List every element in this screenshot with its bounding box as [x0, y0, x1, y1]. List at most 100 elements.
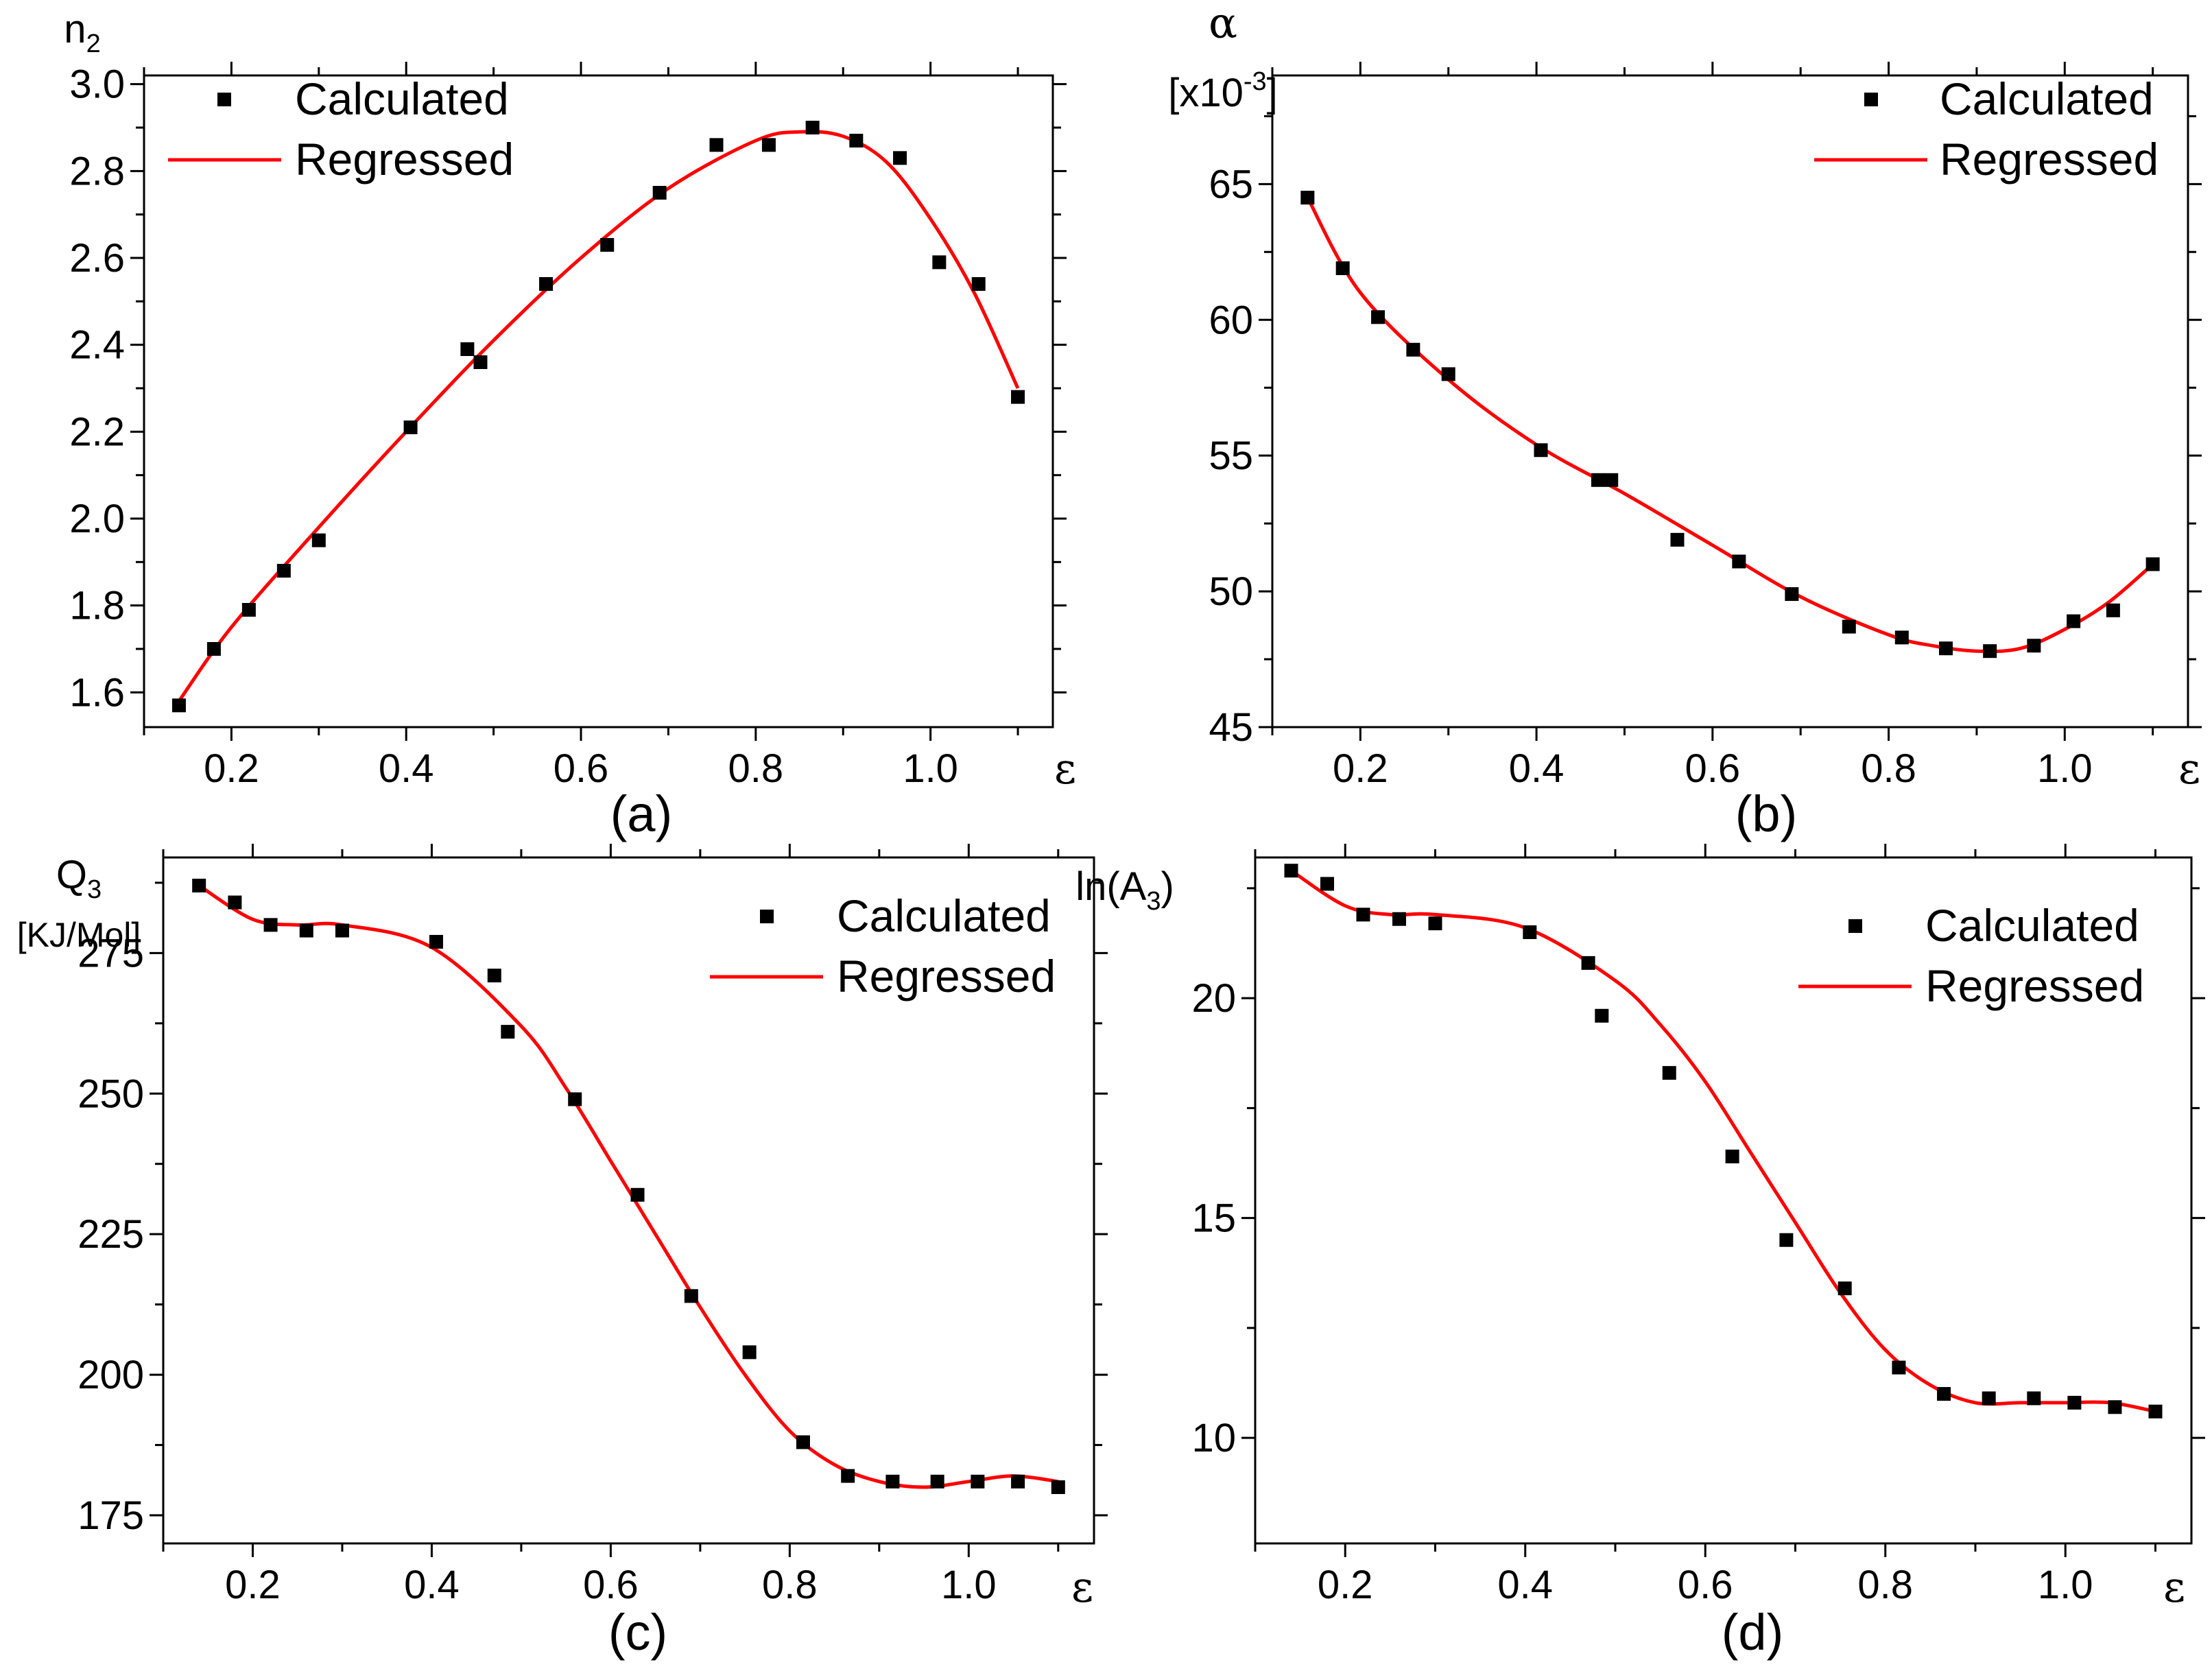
- legend-label-regressed: Regressed: [1940, 134, 2159, 185]
- data-point: [241, 603, 256, 617]
- data-point: [1011, 1474, 1025, 1489]
- data-point: [2067, 614, 2081, 628]
- x-tick-label: 0.8: [762, 1563, 818, 1607]
- legend-label-calculated: Calculated: [295, 73, 509, 124]
- x-tick-label: 1.0: [941, 1563, 997, 1607]
- data-point: [1523, 925, 1537, 939]
- regressed-curve: [1306, 196, 2154, 654]
- data-point: [171, 698, 186, 713]
- data-point: [1842, 619, 1856, 634]
- y-tick-label: 2.0: [69, 497, 125, 541]
- data-point: [1894, 630, 1909, 645]
- panel-b: 0.2 0.4 0.6 0.8 1.0 45 50 55 60 65 ε (b) α [x10-3] Cal…: [1168, 0, 2202, 842]
- data-point: [1604, 473, 1619, 487]
- y-tick-label: 2.4: [69, 323, 125, 368]
- data-point: [932, 255, 947, 270]
- x-axis-title: ε: [2163, 1562, 2185, 1612]
- y-tick-label: 2.8: [69, 149, 125, 193]
- legend-label-calculated: Calculated: [837, 890, 1051, 941]
- y-tick-label: 275: [78, 931, 144, 975]
- data-point: [1591, 473, 1605, 487]
- y-axis-title: ln(A3): [1075, 864, 1174, 916]
- panel-label: (c): [608, 1604, 667, 1661]
- data-point: [2145, 557, 2160, 571]
- data-point: [2067, 1395, 2082, 1410]
- y-tick-label: 1.8: [69, 584, 125, 628]
- legend-label-regressed: Regressed: [1925, 960, 2144, 1011]
- data-point: [263, 918, 278, 932]
- x-tick-label: 0.2: [225, 1563, 281, 1607]
- data-point: [841, 1469, 855, 1483]
- data-point: [1406, 342, 1420, 357]
- y-tick-label: 55: [1209, 434, 1253, 478]
- data-point: [539, 277, 554, 291]
- plot-frame: [162, 856, 1095, 1545]
- data-point: [1581, 956, 1595, 970]
- x-tick-label: 0.4: [379, 746, 434, 791]
- legend: Calculated Regressed: [1798, 900, 2144, 1011]
- data-point: [1011, 390, 1025, 404]
- data-point: [206, 642, 221, 656]
- plot-frame: [1271, 74, 2189, 728]
- y-tick-label: 20: [1191, 976, 1236, 1021]
- data-point: [1938, 641, 1953, 656]
- data-point: [1662, 1066, 1676, 1080]
- y-tick-label: 175: [78, 1493, 144, 1538]
- y-tick-label: 60: [1209, 298, 1253, 342]
- legend-label-regressed: Regressed: [837, 951, 1056, 1002]
- x-tick-label: 0.2: [1318, 1563, 1373, 1607]
- data-point: [630, 1187, 645, 1202]
- data-point: [796, 1435, 810, 1449]
- data-point: [805, 121, 820, 134]
- panel-a: 0.2 0.4 0.6 0.8 1.0 1.6 1.8 2.0 2.2 2.4 2.6 2.8 3.0 ε…: [64, 7, 1076, 842]
- data-point: [1051, 1480, 1065, 1495]
- data-point: [1732, 554, 1746, 569]
- y-tick-label: 3.0: [69, 62, 125, 107]
- data-point: [501, 1025, 515, 1039]
- data-point: [1392, 912, 1406, 926]
- y-axis-title: Q3: [56, 853, 102, 904]
- data-point: [1595, 1008, 1609, 1023]
- data-point: [403, 420, 418, 434]
- data-point: [1785, 587, 1799, 602]
- x-axis-title: ε: [2178, 744, 2200, 794]
- x-tick-label: 0.2: [204, 746, 259, 791]
- y-tick-label: 15: [1191, 1196, 1236, 1241]
- y-tick-label: 45: [1209, 705, 1253, 750]
- data-point: [1779, 1233, 1794, 1247]
- data-point: [1937, 1387, 1951, 1401]
- data-point: [652, 186, 667, 200]
- y-axis-unit: [KJ/Mol]: [17, 916, 141, 954]
- data-point: [885, 1474, 900, 1489]
- data-point: [1371, 310, 1386, 324]
- data-point: [1838, 1281, 1852, 1296]
- panel-label: (d): [1722, 1604, 1783, 1661]
- y-tick-label: 50: [1209, 569, 1253, 614]
- x-tick-label: 0.4: [1509, 746, 1565, 791]
- data-point: [335, 923, 349, 938]
- data-point: [1534, 443, 1548, 458]
- legend-marker-calculated: [217, 93, 231, 106]
- x-tick-label: 1.0: [2037, 746, 2093, 791]
- y-tick-label: 225: [78, 1212, 144, 1257]
- data-point: [1428, 916, 1442, 931]
- data-point: [2108, 1400, 2122, 1414]
- data-point: [709, 138, 724, 152]
- x-tick-label: 1.0: [903, 746, 958, 791]
- data-point: [600, 238, 615, 252]
- legend: Calculated Regressed: [168, 73, 514, 185]
- data-point: [568, 1092, 582, 1106]
- panel-label: (b): [1735, 785, 1797, 842]
- x-tick-label: 0.8: [728, 746, 784, 791]
- data-point: [1983, 644, 1997, 659]
- x-axis-title: ε: [1054, 744, 1076, 794]
- data-point: [487, 969, 501, 983]
- data-point: [1320, 877, 1334, 891]
- data-point: [228, 895, 242, 910]
- data-point: [893, 151, 907, 165]
- data-point: [311, 533, 326, 547]
- data-point: [2148, 1404, 2163, 1419]
- x-tick-label: 0.8: [1861, 746, 1916, 791]
- y-axis-title: n2: [64, 7, 100, 58]
- legend: Calculated Regressed: [1814, 73, 2159, 185]
